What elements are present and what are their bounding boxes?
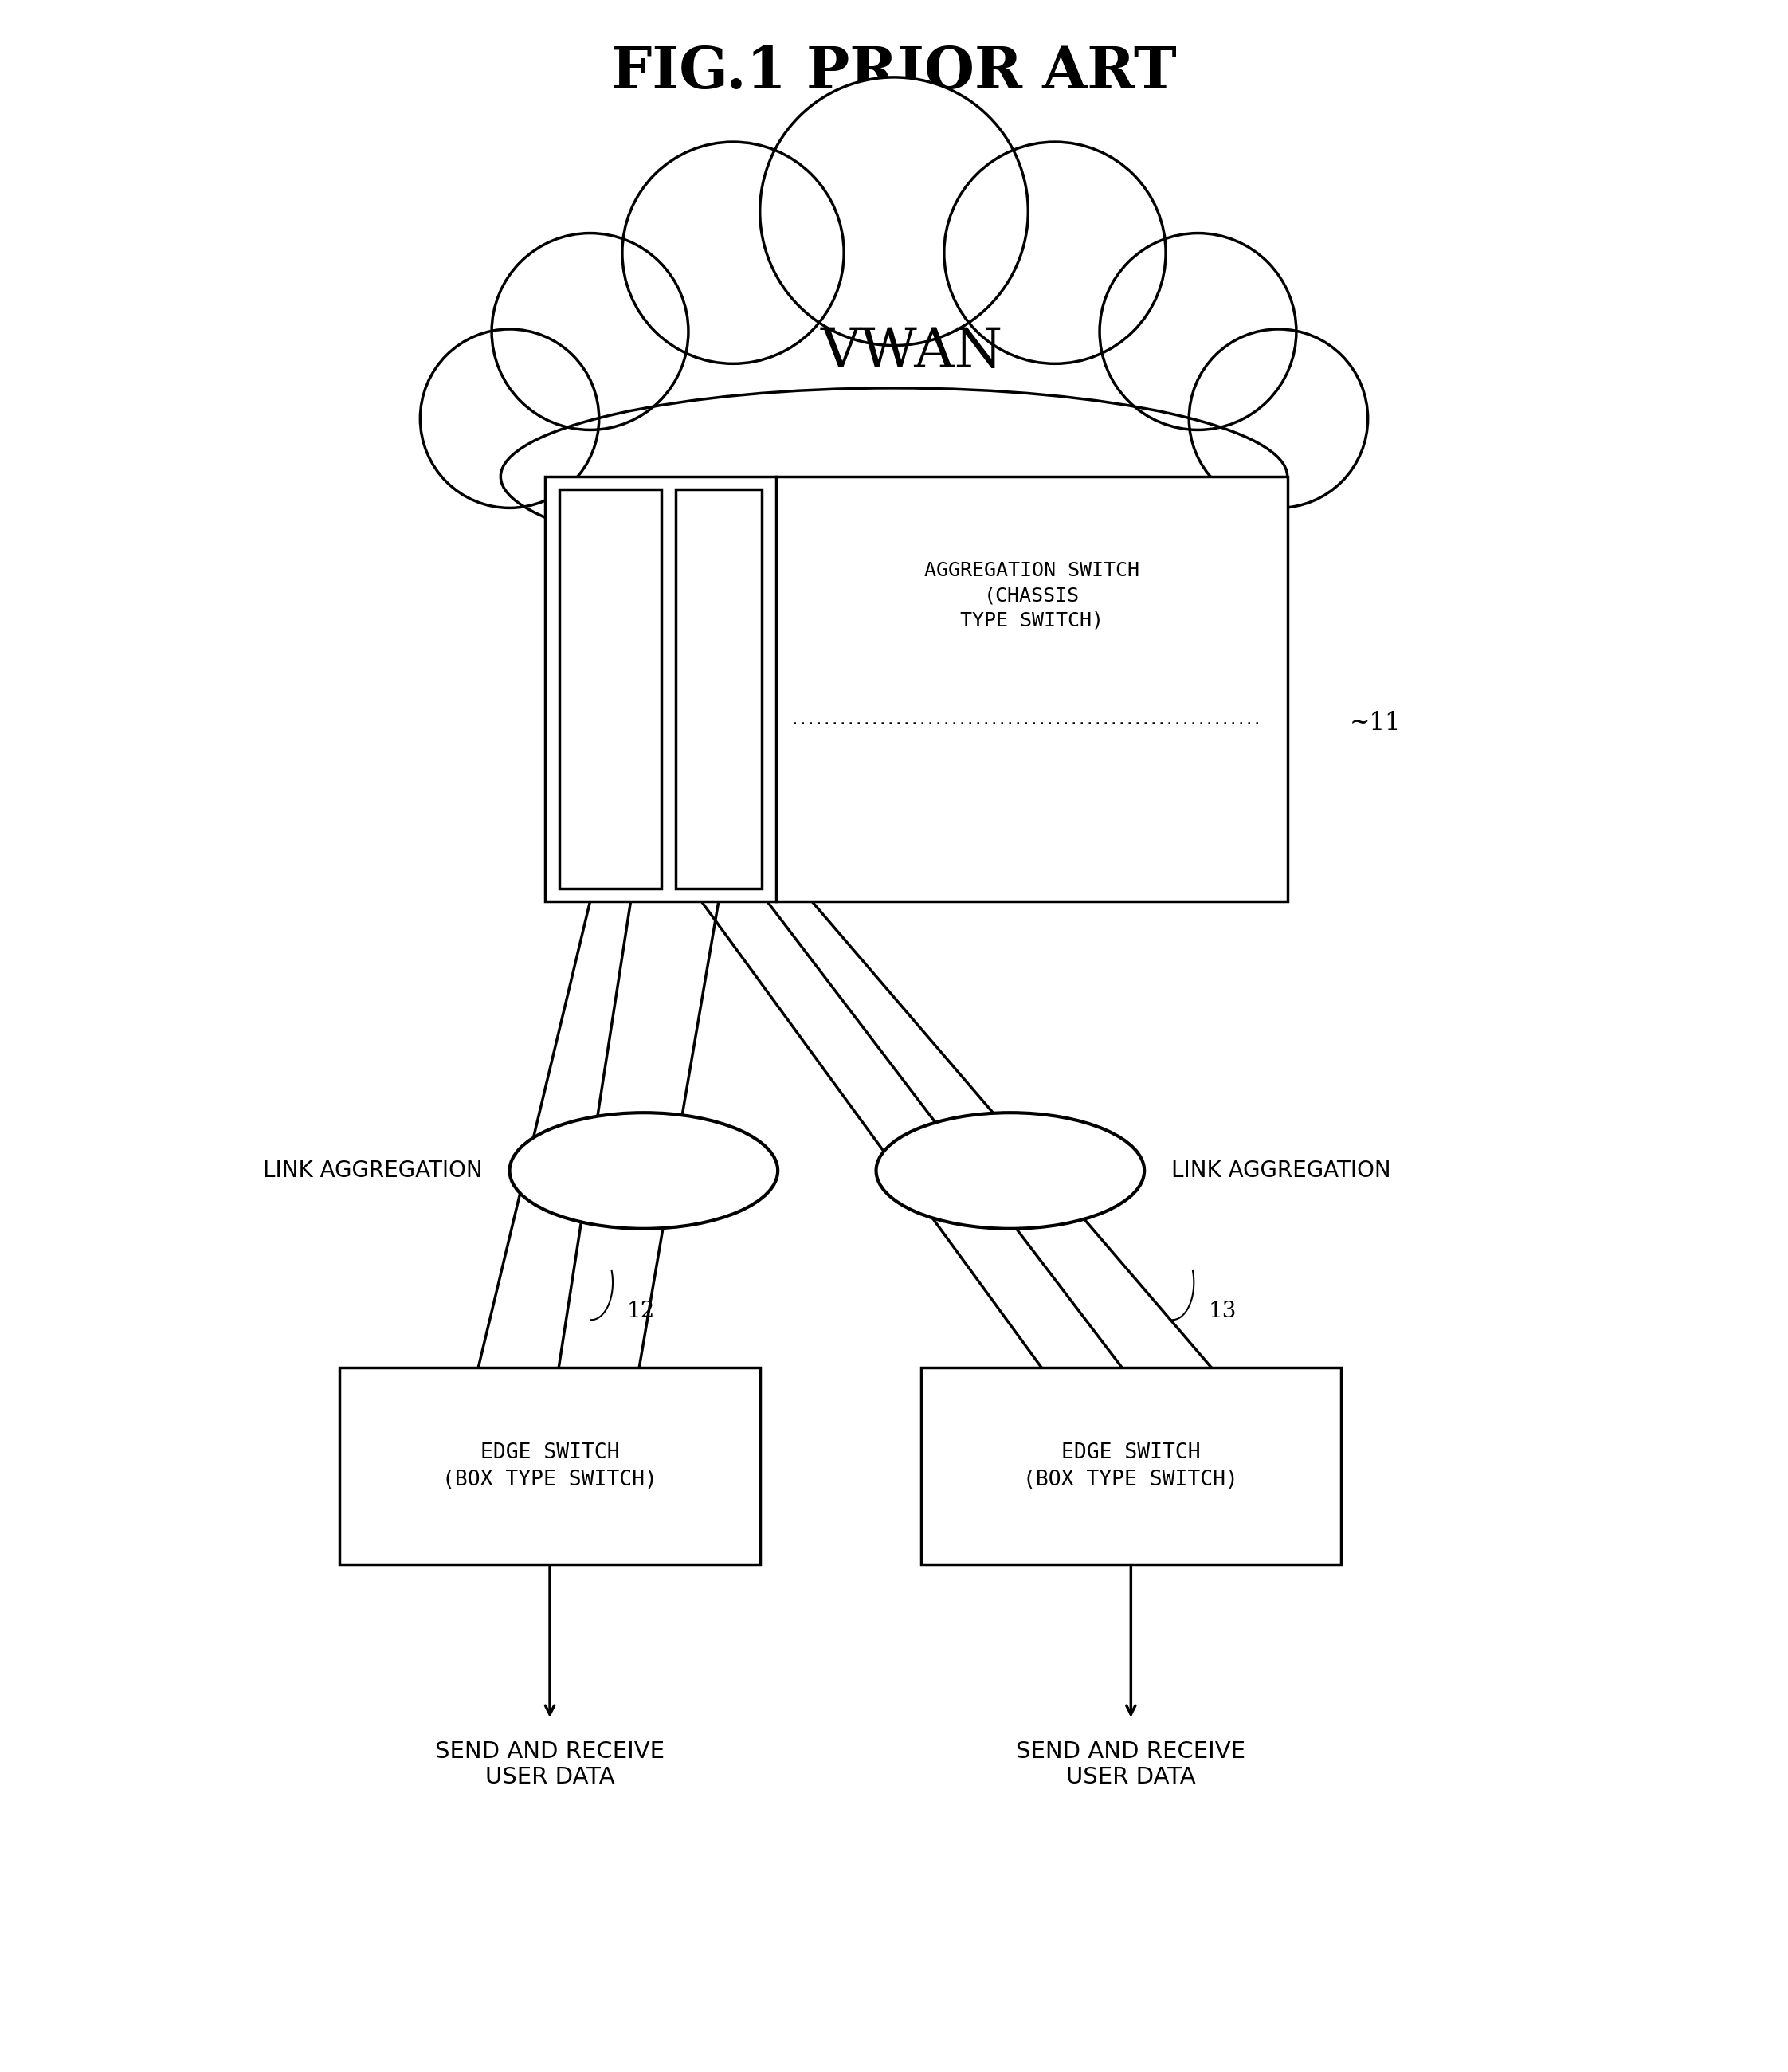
Ellipse shape [1189, 329, 1368, 508]
Ellipse shape [501, 387, 1287, 566]
Ellipse shape [420, 329, 599, 508]
Text: 13: 13 [1209, 1301, 1236, 1322]
Text: AGGREGATION SWITCH
(CHASSIS
TYPE SWITCH): AGGREGATION SWITCH (CHASSIS TYPE SWITCH) [924, 562, 1139, 630]
Ellipse shape [492, 234, 688, 429]
Text: 12: 12 [628, 1301, 654, 1322]
Ellipse shape [944, 141, 1166, 365]
Text: VWAN: VWAN [821, 325, 1003, 379]
Bar [545, 477, 1287, 901]
Text: EDGE SWITCH
(BOX TYPE SWITCH): EDGE SWITCH (BOX TYPE SWITCH) [442, 1442, 658, 1490]
Ellipse shape [622, 141, 844, 365]
Text: FIG.1 PRIOR ART: FIG.1 PRIOR ART [611, 44, 1177, 102]
Ellipse shape [1100, 234, 1296, 429]
Ellipse shape [510, 1113, 778, 1229]
Text: EDGE SWITCH
(BOX TYPE SWITCH): EDGE SWITCH (BOX TYPE SWITCH) [1023, 1442, 1239, 1490]
Bar [921, 1368, 1341, 1564]
Bar [676, 489, 762, 889]
Text: SEND AND RECEIVE
USER DATA: SEND AND RECEIVE USER DATA [1016, 1740, 1246, 1788]
Text: ~11: ~11 [1350, 711, 1402, 736]
Bar [560, 489, 662, 889]
Ellipse shape [876, 1113, 1144, 1229]
Text: LINK AGGREGATION: LINK AGGREGATION [1171, 1160, 1391, 1181]
Ellipse shape [760, 77, 1028, 346]
Text: SEND AND RECEIVE
USER DATA: SEND AND RECEIVE USER DATA [434, 1740, 665, 1788]
Text: LINK AGGREGATION: LINK AGGREGATION [263, 1160, 483, 1181]
Bar [340, 1368, 760, 1564]
